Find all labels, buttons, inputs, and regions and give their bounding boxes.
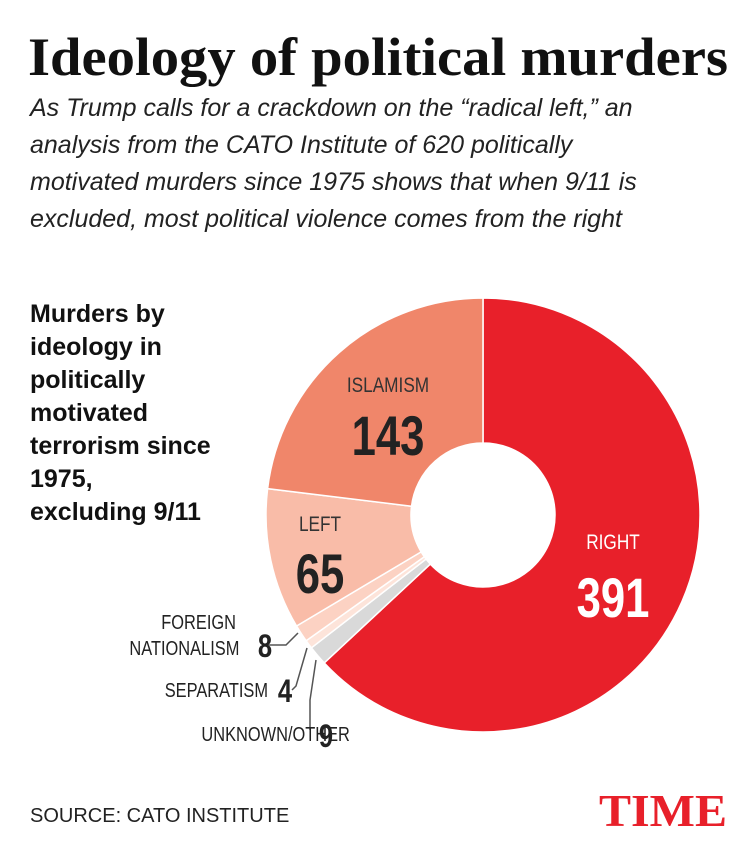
value-label: 4: [278, 674, 292, 709]
subtitle: As Trump calls for a crackdown on the “r…: [30, 94, 637, 233]
chart-title: Ideology of political murders: [28, 27, 728, 87]
leader-lines: [262, 632, 317, 730]
category-label: LEFT: [298, 513, 342, 536]
wedge: [266, 297, 484, 508]
value-label: 65: [296, 543, 345, 605]
wedge: [265, 487, 423, 628]
chart-label: Murders by ideology in politically motiv…: [30, 300, 211, 526]
leader-line: [291, 647, 308, 691]
wedge: [323, 297, 701, 733]
category-label: ISLAMISM: [346, 374, 430, 397]
value-label: 9: [319, 719, 333, 754]
value-label: 8: [258, 629, 272, 664]
category-label: SEPARATISM: [164, 680, 268, 702]
category-label: FOREIGN NATIONALISM: [129, 612, 240, 660]
value-label: 391: [577, 567, 650, 629]
category-label: UNKNOWN/OTHER: [201, 724, 350, 746]
category-label: RIGHT: [586, 531, 640, 554]
leader-line: [262, 632, 299, 646]
value-label: 143: [352, 405, 425, 467]
donut: [265, 297, 701, 733]
source: SOURCE: CATO INSTITUTE: [30, 805, 289, 827]
leader-line: [309, 659, 317, 730]
logo: TIME: [599, 785, 727, 836]
